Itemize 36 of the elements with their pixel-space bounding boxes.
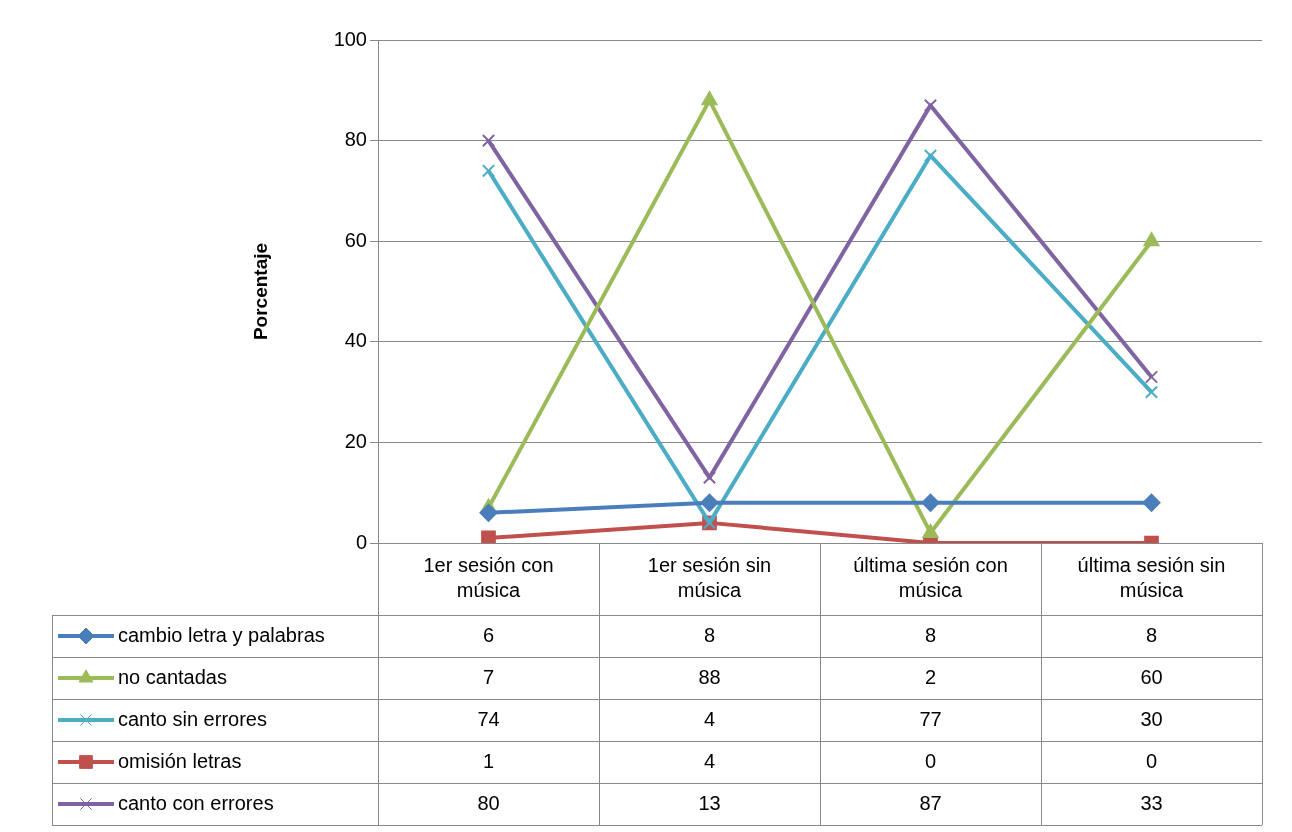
y-tick-label: 80	[344, 128, 367, 151]
data-label: 7	[482, 665, 495, 688]
legend-label: canto sin errores	[118, 707, 267, 730]
legend-label: no cantadas	[118, 665, 227, 688]
data-label: 33	[1140, 791, 1163, 814]
data-label: 2	[924, 665, 937, 688]
y-axis-title: Porcentaje	[249, 242, 271, 341]
data-label: 80	[477, 791, 500, 814]
data-label: 1	[482, 749, 495, 772]
data-label: 8	[924, 623, 937, 646]
y-tick-label: 60	[344, 228, 367, 251]
data-label: 4	[703, 749, 716, 772]
legend-label: omisión letras	[118, 749, 242, 772]
data-label: 6	[482, 623, 495, 646]
legend-label: canto con errores	[118, 791, 274, 814]
data-label: 8	[1145, 623, 1158, 646]
x-tick-label: 1er sesión sin música	[647, 554, 772, 602]
data-label: 4	[703, 707, 716, 730]
data-label: 0	[924, 749, 937, 772]
x-tick-label: 1er sesión con música	[423, 554, 554, 602]
y-tick-label: 20	[344, 429, 367, 452]
x-tick-label: última sesión con música	[853, 554, 1008, 602]
y-tick-label: 0	[355, 530, 367, 553]
x-tick-label: última sesión sin música	[1077, 554, 1226, 602]
legend-label: cambio letra y palabras	[118, 623, 325, 646]
data-label: 30	[1140, 707, 1163, 730]
data-label: 13	[698, 791, 721, 814]
data-label: 87	[919, 791, 942, 814]
data-label: 0	[1145, 749, 1158, 772]
data-label: 77	[919, 707, 942, 730]
y-tick-label: 100	[333, 27, 367, 50]
y-tick-label: 40	[344, 329, 367, 352]
data-label: 8	[703, 623, 716, 646]
data-label: 60	[1140, 665, 1163, 688]
data-label: 88	[698, 665, 721, 688]
data-label: 74	[477, 707, 500, 730]
